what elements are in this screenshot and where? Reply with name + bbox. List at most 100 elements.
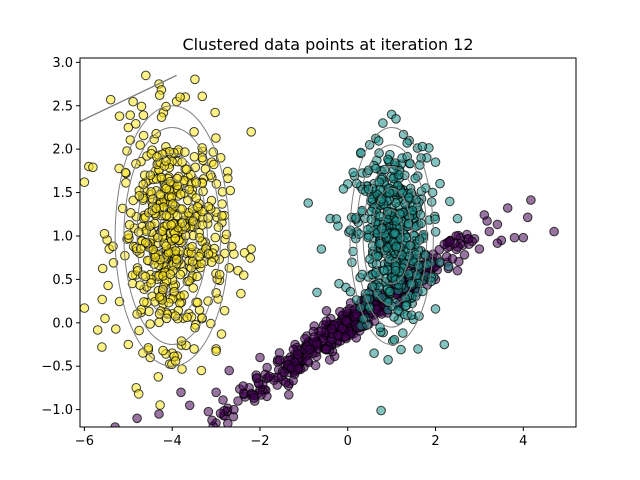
data-point-yellow: [123, 339, 134, 350]
data-point-yellow: [134, 325, 144, 336]
y-tick-label: 0.5: [52, 273, 73, 288]
data-point-purple: [492, 219, 503, 230]
contour-ellipses: [80, 74, 434, 367]
data-point-teal: [422, 259, 433, 270]
data-point-teal: [435, 178, 445, 189]
data-point-yellow: [128, 96, 138, 107]
data-point-teal: [439, 339, 450, 350]
data-point-yellow: [187, 241, 197, 252]
data-point-yellow: [80, 177, 90, 187]
data-point-yellow: [166, 220, 176, 230]
y-tick-label: −0.5: [41, 360, 73, 375]
y-tick-label: 1.5: [52, 186, 73, 201]
data-point-yellow: [227, 241, 237, 252]
data-point-teal: [348, 167, 359, 178]
data-point-purple: [293, 364, 303, 374]
data-point-teal: [403, 192, 414, 203]
data-point-yellow: [180, 147, 190, 157]
data-point-purple: [203, 406, 214, 417]
contour-ellipse: [147, 179, 197, 293]
data-point-yellow: [197, 143, 207, 153]
data-point-yellow: [103, 280, 113, 291]
data-point-yellow: [169, 286, 180, 297]
data-point-purple: [132, 413, 142, 424]
data-point-yellow: [156, 112, 167, 122]
data-point-yellow: [219, 305, 230, 316]
data-point-purple: [229, 404, 239, 415]
data-point-yellow: [100, 313, 110, 324]
data-point-yellow: [224, 263, 235, 273]
data-point-purple: [321, 316, 332, 326]
data-point-teal: [398, 328, 408, 338]
data-point-teal: [369, 348, 379, 359]
data-point-purple: [238, 381, 248, 391]
data-point-purple: [224, 365, 234, 376]
data-point-teal: [395, 209, 405, 219]
data-point-teal: [395, 275, 406, 285]
data-point-yellow: [210, 232, 221, 243]
data-point-purple: [275, 355, 285, 366]
data-point-yellow: [157, 284, 168, 295]
data-point-teal: [400, 301, 411, 311]
data-point-purple: [215, 408, 226, 419]
data-point-yellow: [145, 221, 155, 231]
data-point-purple: [304, 344, 315, 355]
data-point-purple: [341, 316, 352, 327]
data-point-yellow: [125, 110, 135, 120]
data-point-teal: [374, 238, 385, 249]
data-point-yellow: [216, 329, 227, 339]
data-point-teal: [413, 344, 423, 354]
data-point-teal: [396, 344, 406, 355]
data-point-teal: [373, 136, 384, 146]
data-point-purple: [335, 306, 345, 317]
data-point-teal: [376, 194, 387, 204]
data-point-teal: [430, 214, 441, 224]
data-point-yellow: [170, 311, 181, 321]
data-point-yellow: [205, 170, 216, 180]
data-point-teal: [426, 276, 437, 287]
data-point-teal: [401, 232, 412, 243]
data-point-teal: [376, 405, 386, 416]
data-point-teal: [398, 129, 409, 140]
data-point-teal: [385, 286, 395, 297]
data-point-yellow: [158, 345, 168, 356]
data-point-purple: [176, 387, 186, 398]
contour-ellipse: [136, 153, 208, 319]
data-point-yellow: [197, 220, 208, 230]
x-tick-label: 4: [519, 434, 527, 449]
data-point-purple: [434, 244, 445, 255]
data-point-yellow: [135, 140, 145, 150]
x-tick-label: −2: [250, 434, 269, 449]
contour-ellipse: [371, 187, 412, 285]
data-point-yellow: [136, 101, 147, 112]
data-point-purple: [262, 362, 272, 373]
data-point-yellow: [150, 252, 160, 263]
data-point-yellow: [182, 312, 192, 323]
data-point-yellow: [188, 283, 198, 293]
data-point-yellow: [238, 270, 249, 281]
contour-ellipse: [349, 126, 434, 346]
data-point-yellow: [153, 372, 164, 382]
data-point-teal: [402, 138, 412, 148]
y-tick-label: 1.0: [52, 229, 73, 244]
data-point-yellow: [88, 162, 98, 173]
data-point-purple: [518, 232, 529, 243]
data-point-teal: [351, 295, 362, 305]
data-point-yellow: [187, 256, 198, 267]
data-point-yellow: [198, 186, 208, 197]
data-point-purple: [549, 226, 559, 237]
data-point-purple: [509, 232, 520, 243]
data-point-teal: [345, 286, 356, 297]
data-point-teal: [354, 229, 364, 239]
data-point-purple: [252, 373, 262, 383]
data-point-yellow: [225, 185, 236, 196]
data-point-teal: [347, 257, 357, 268]
data-point-yellow: [111, 324, 121, 334]
data-point-yellow: [197, 91, 208, 102]
x-tick-label: 2: [431, 434, 439, 449]
data-point-teal: [375, 322, 385, 333]
axes: −6 −4 −2 0 2 4 −1.0 −0.5 0.0 0.5 1.0 1.5 2.0 2.5 3.0: [41, 56, 577, 449]
data-point-teal: [351, 178, 362, 189]
data-point-purple: [249, 393, 259, 403]
